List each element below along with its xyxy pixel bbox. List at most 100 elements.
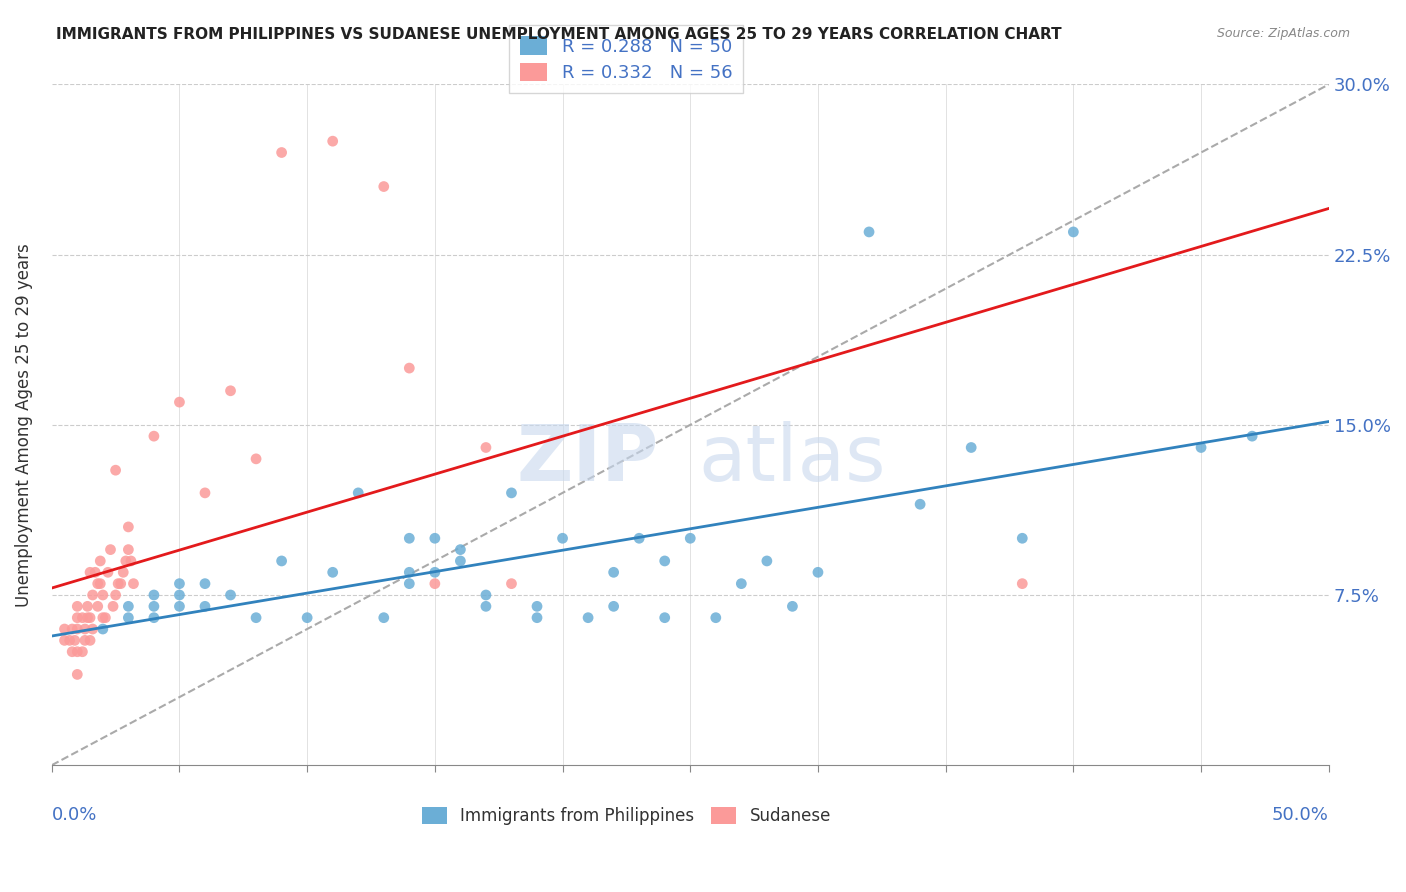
Text: 50.0%: 50.0%: [1272, 806, 1329, 824]
Point: [602, 566, 624, 580]
Point: [72, 610, 94, 624]
Point: [169, 576, 191, 591]
Point: [91, 588, 114, 602]
Point: [142, 610, 165, 624]
Point: [398, 361, 420, 376]
Point: [82, 588, 104, 602]
Point: [219, 384, 242, 398]
Point: [270, 554, 292, 568]
Point: [100, 542, 122, 557]
Text: ZIP: ZIP: [517, 421, 659, 497]
Point: [66, 667, 89, 681]
Point: [347, 486, 370, 500]
Point: [398, 566, 420, 580]
Point: [107, 576, 129, 591]
Point: [79, 633, 101, 648]
Point: [551, 531, 574, 545]
Point: [63, 633, 86, 648]
Point: [101, 599, 124, 614]
Point: [755, 554, 778, 568]
Point: [117, 542, 139, 557]
Point: [960, 441, 983, 455]
Point: [1189, 441, 1212, 455]
Point: [79, 566, 101, 580]
Point: [373, 610, 395, 624]
Point: [373, 179, 395, 194]
Point: [53, 622, 76, 636]
Point: [76, 610, 98, 624]
Point: [628, 531, 651, 545]
Point: [449, 554, 471, 568]
Point: [475, 441, 498, 455]
Point: [122, 576, 145, 591]
Point: [120, 554, 142, 568]
Text: 0.0%: 0.0%: [52, 806, 97, 824]
Point: [322, 134, 344, 148]
Text: Source: ZipAtlas.com: Source: ZipAtlas.com: [1216, 27, 1350, 40]
Point: [169, 588, 191, 602]
Point: [654, 610, 676, 624]
Point: [117, 599, 139, 614]
Point: [91, 622, 114, 636]
Point: [87, 599, 110, 614]
Point: [66, 622, 89, 636]
Point: [423, 566, 446, 580]
Point: [94, 610, 117, 624]
Point: [104, 588, 127, 602]
Point: [82, 622, 104, 636]
Point: [602, 599, 624, 614]
Point: [114, 554, 136, 568]
Point: [704, 610, 727, 624]
Legend: Immigrants from Philippines, Sudanese: Immigrants from Philippines, Sudanese: [415, 800, 838, 831]
Point: [270, 145, 292, 160]
Point: [60, 645, 83, 659]
Point: [73, 633, 96, 648]
Point: [112, 566, 135, 580]
Point: [104, 463, 127, 477]
Point: [87, 576, 110, 591]
Point: [117, 610, 139, 624]
Point: [858, 225, 880, 239]
Point: [169, 395, 191, 409]
Point: [66, 645, 89, 659]
Point: [73, 622, 96, 636]
Point: [1011, 531, 1033, 545]
Point: [142, 588, 165, 602]
Text: atlas: atlas: [699, 421, 886, 497]
Point: [110, 576, 132, 591]
Point: [1062, 225, 1084, 239]
Point: [245, 451, 267, 466]
Point: [97, 566, 120, 580]
Point: [194, 576, 217, 591]
Point: [398, 576, 420, 591]
Point: [219, 588, 242, 602]
Point: [654, 554, 676, 568]
Point: [449, 542, 471, 557]
Point: [79, 610, 101, 624]
Point: [475, 599, 498, 614]
Point: [142, 599, 165, 614]
Point: [295, 610, 318, 624]
Point: [89, 554, 111, 568]
Point: [60, 622, 83, 636]
Point: [117, 520, 139, 534]
Point: [807, 566, 830, 580]
Point: [501, 486, 523, 500]
Point: [679, 531, 702, 545]
Point: [322, 566, 344, 580]
Point: [501, 576, 523, 591]
Point: [89, 576, 111, 591]
Point: [72, 645, 94, 659]
Point: [526, 599, 548, 614]
Point: [66, 599, 89, 614]
Point: [908, 497, 931, 511]
Point: [66, 610, 89, 624]
Point: [1011, 576, 1033, 591]
Point: [245, 610, 267, 624]
Point: [730, 576, 752, 591]
Point: [142, 429, 165, 443]
Point: [169, 599, 191, 614]
Y-axis label: Unemployment Among Ages 25 to 29 years: Unemployment Among Ages 25 to 29 years: [15, 243, 32, 607]
Text: IMMIGRANTS FROM PHILIPPINES VS SUDANESE UNEMPLOYMENT AMONG AGES 25 TO 29 YEARS C: IMMIGRANTS FROM PHILIPPINES VS SUDANESE …: [56, 27, 1062, 42]
Point: [423, 576, 446, 591]
